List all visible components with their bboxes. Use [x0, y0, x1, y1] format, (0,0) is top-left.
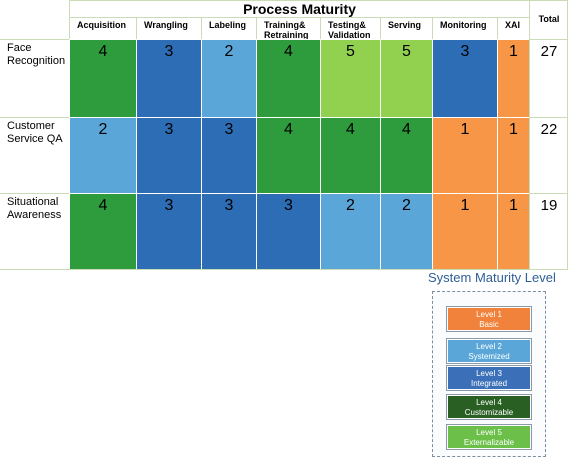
row-label: Situational Awareness [0, 193, 69, 270]
column-header: Testing& Validation [320, 17, 380, 40]
maturity-cell: 3 [256, 193, 320, 270]
maturity-cell: 2 [69, 117, 136, 193]
column-header: Acquisition [69, 17, 136, 39]
maturity-cell: 3 [136, 39, 201, 117]
legend-level-name: Integrated [470, 379, 508, 388]
maturity-cell: 4 [380, 117, 432, 193]
maturity-cell: 2 [380, 193, 432, 270]
maturity-cell: 4 [69, 39, 136, 117]
column-header: Serving [380, 17, 432, 39]
grid-line [0, 39, 69, 40]
maturity-cell: 4 [256, 117, 320, 193]
column-header: Monitoring [432, 17, 497, 39]
grid-line [0, 269, 568, 270]
row-total: 22 [529, 117, 568, 193]
maturity-cell: 1 [432, 193, 497, 270]
maturity-cell: 5 [320, 39, 380, 117]
maturity-cell: 1 [497, 193, 529, 270]
maturity-cell: 3 [201, 117, 256, 193]
maturity-cell: 4 [69, 193, 136, 270]
row-label: Customer Service QA [0, 117, 69, 193]
total-header: Total [529, 0, 568, 39]
maturity-cell: 2 [320, 193, 380, 270]
maturity-cell: 1 [432, 117, 497, 193]
maturity-cell: 3 [432, 39, 497, 117]
legend-box: Level 1 Basic Level 2 Systemized Level 3 Inte… [432, 291, 546, 457]
legend-level-name: Basic [479, 320, 499, 329]
maturity-cell: 5 [380, 39, 432, 117]
legend-item-level-1: Level 1 Basic [447, 307, 531, 331]
maturity-cell: 2 [201, 39, 256, 117]
process-maturity-title: Process Maturity [69, 0, 529, 17]
maturity-cell: 1 [497, 39, 529, 117]
legend-level-name: Customizable [464, 408, 514, 417]
legend-level-label: Level 5 [476, 428, 502, 437]
row-label: Face Recognition [0, 39, 69, 117]
legend-level-label: Level 2 [476, 342, 502, 351]
maturity-cell: 4 [256, 39, 320, 117]
column-header: XAI [497, 17, 529, 39]
legend-level-name: Externalizable [463, 438, 515, 447]
column-header: Wrangling [136, 17, 201, 39]
legend-item-level-4: Level 4 Customizable [447, 395, 531, 419]
legend-title: System Maturity Level [428, 270, 556, 285]
process-maturity-grid: Process Maturity Total Acquisition Wrangl… [0, 0, 568, 270]
maturity-cell: 3 [136, 117, 201, 193]
row-total: 27 [529, 39, 568, 117]
maturity-cell: 4 [320, 117, 380, 193]
legend-item-level-2: Level 2 Systemized [447, 339, 531, 363]
legend-level-label: Level 1 [476, 310, 502, 319]
column-header: Training& Retraining [256, 17, 320, 40]
legend-level-label: Level 3 [476, 369, 502, 378]
maturity-cell: 3 [201, 193, 256, 270]
legend-level-label: Level 4 [476, 398, 502, 407]
row-total: 19 [529, 193, 568, 270]
legend-item-level-3: Level 3 Integrated [447, 366, 531, 390]
maturity-cell: 3 [136, 193, 201, 270]
column-header: Labeling [201, 17, 256, 39]
legend-level-name: Systemized [468, 352, 510, 361]
legend-item-level-5: Level 5 Externalizable [447, 425, 531, 449]
maturity-cell: 1 [497, 117, 529, 193]
